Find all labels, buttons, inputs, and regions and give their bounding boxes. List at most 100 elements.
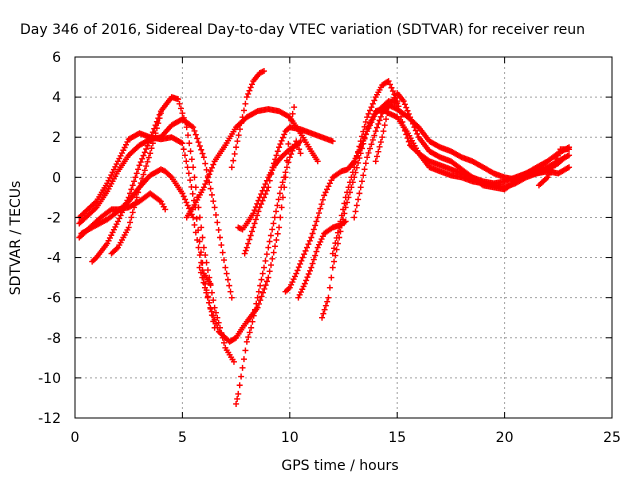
- data-point: [192, 184, 199, 191]
- data-point: [198, 224, 205, 231]
- data-point: [145, 139, 152, 146]
- data-point: [261, 68, 268, 75]
- data-point: [210, 161, 217, 168]
- data-point: [272, 156, 279, 163]
- data-point: [242, 100, 249, 107]
- data-point: [372, 128, 379, 135]
- data-point: [266, 238, 273, 245]
- x-axis-label: GPS time / hours: [281, 458, 398, 474]
- data-point: [376, 117, 383, 124]
- data-point: [198, 259, 205, 266]
- data-point: [247, 84, 254, 91]
- data-point: [270, 220, 277, 227]
- data-point: [190, 214, 197, 221]
- data-point: [302, 247, 309, 254]
- data-point: [213, 320, 220, 327]
- data-point: [325, 294, 332, 301]
- ticks: 0 5 10 15 20 25 -12 -10 -8 -6 -4 -2 0 2 4 6: [38, 50, 621, 446]
- data-point: [338, 212, 345, 219]
- data-point: [250, 224, 257, 231]
- data-point: [192, 131, 199, 138]
- data-point: [278, 184, 285, 191]
- data-point: [234, 138, 241, 145]
- data-point: [403, 131, 410, 138]
- data-point: [235, 132, 242, 139]
- data-point: [289, 279, 296, 286]
- data-point: [383, 116, 390, 123]
- data-point: [388, 84, 395, 91]
- x-tick-label: 15: [388, 430, 406, 446]
- data-point: [228, 294, 235, 301]
- data-point: [297, 150, 304, 157]
- data-point: [329, 138, 336, 145]
- data-point: [245, 334, 252, 341]
- data-point: [552, 159, 559, 166]
- data-point: [219, 249, 226, 256]
- data-point: [319, 196, 326, 203]
- data-point: [361, 166, 368, 173]
- data-point: [355, 148, 362, 155]
- data-point: [136, 184, 143, 191]
- data-point: [250, 312, 257, 319]
- data-point: [271, 214, 278, 221]
- data-point: [405, 138, 412, 145]
- data-point: [114, 218, 121, 225]
- data-point: [351, 164, 358, 171]
- data-point: [224, 276, 231, 283]
- data-point: [194, 135, 201, 142]
- data-point: [236, 382, 243, 389]
- data-point: [247, 232, 254, 239]
- data-point: [355, 196, 362, 203]
- data-point: [226, 282, 233, 289]
- data-point: [324, 298, 331, 305]
- data-point: [207, 304, 214, 311]
- data-point: [261, 264, 268, 271]
- data-point: [187, 177, 194, 184]
- data-point: [364, 154, 371, 161]
- data-point: [306, 237, 313, 244]
- data-point: [294, 267, 301, 274]
- data-point: [411, 124, 418, 131]
- data-point: [258, 201, 265, 208]
- data-point: [385, 78, 392, 85]
- data-point: [414, 130, 421, 137]
- data-point: [248, 81, 255, 88]
- data-point: [204, 294, 211, 301]
- data-point: [375, 148, 382, 155]
- data-point: [204, 267, 211, 274]
- x-tick-label: 0: [71, 430, 80, 446]
- data-point: [204, 174, 211, 181]
- data-point: [368, 117, 375, 124]
- data-point: [207, 282, 214, 289]
- data-point: [313, 248, 320, 255]
- data-point: [135, 189, 142, 196]
- data-point: [279, 134, 286, 141]
- data-point: [131, 178, 138, 185]
- data-point: [140, 152, 147, 159]
- data-point: [366, 120, 373, 127]
- data-point: [361, 123, 368, 130]
- data-point: [183, 124, 190, 131]
- data-point: [357, 138, 364, 145]
- data-point: [341, 219, 348, 226]
- data-point: [203, 166, 210, 173]
- data-point: [344, 189, 351, 196]
- data-point: [309, 230, 316, 237]
- series-arc-12: [241, 124, 336, 257]
- data-point: [181, 152, 188, 159]
- data-point: [371, 132, 378, 139]
- data-point: [255, 288, 262, 295]
- data-point: [319, 314, 326, 321]
- data-point: [233, 400, 240, 407]
- data-point: [196, 264, 203, 271]
- data-point: [200, 154, 207, 161]
- x-tick-label: 25: [603, 430, 621, 446]
- data-point: [263, 187, 270, 194]
- data-point: [214, 219, 221, 226]
- data-point: [371, 111, 378, 118]
- data-point: [270, 160, 277, 167]
- data-point: [273, 237, 280, 244]
- plot-frame: [74, 56, 613, 419]
- data-point: [183, 158, 190, 165]
